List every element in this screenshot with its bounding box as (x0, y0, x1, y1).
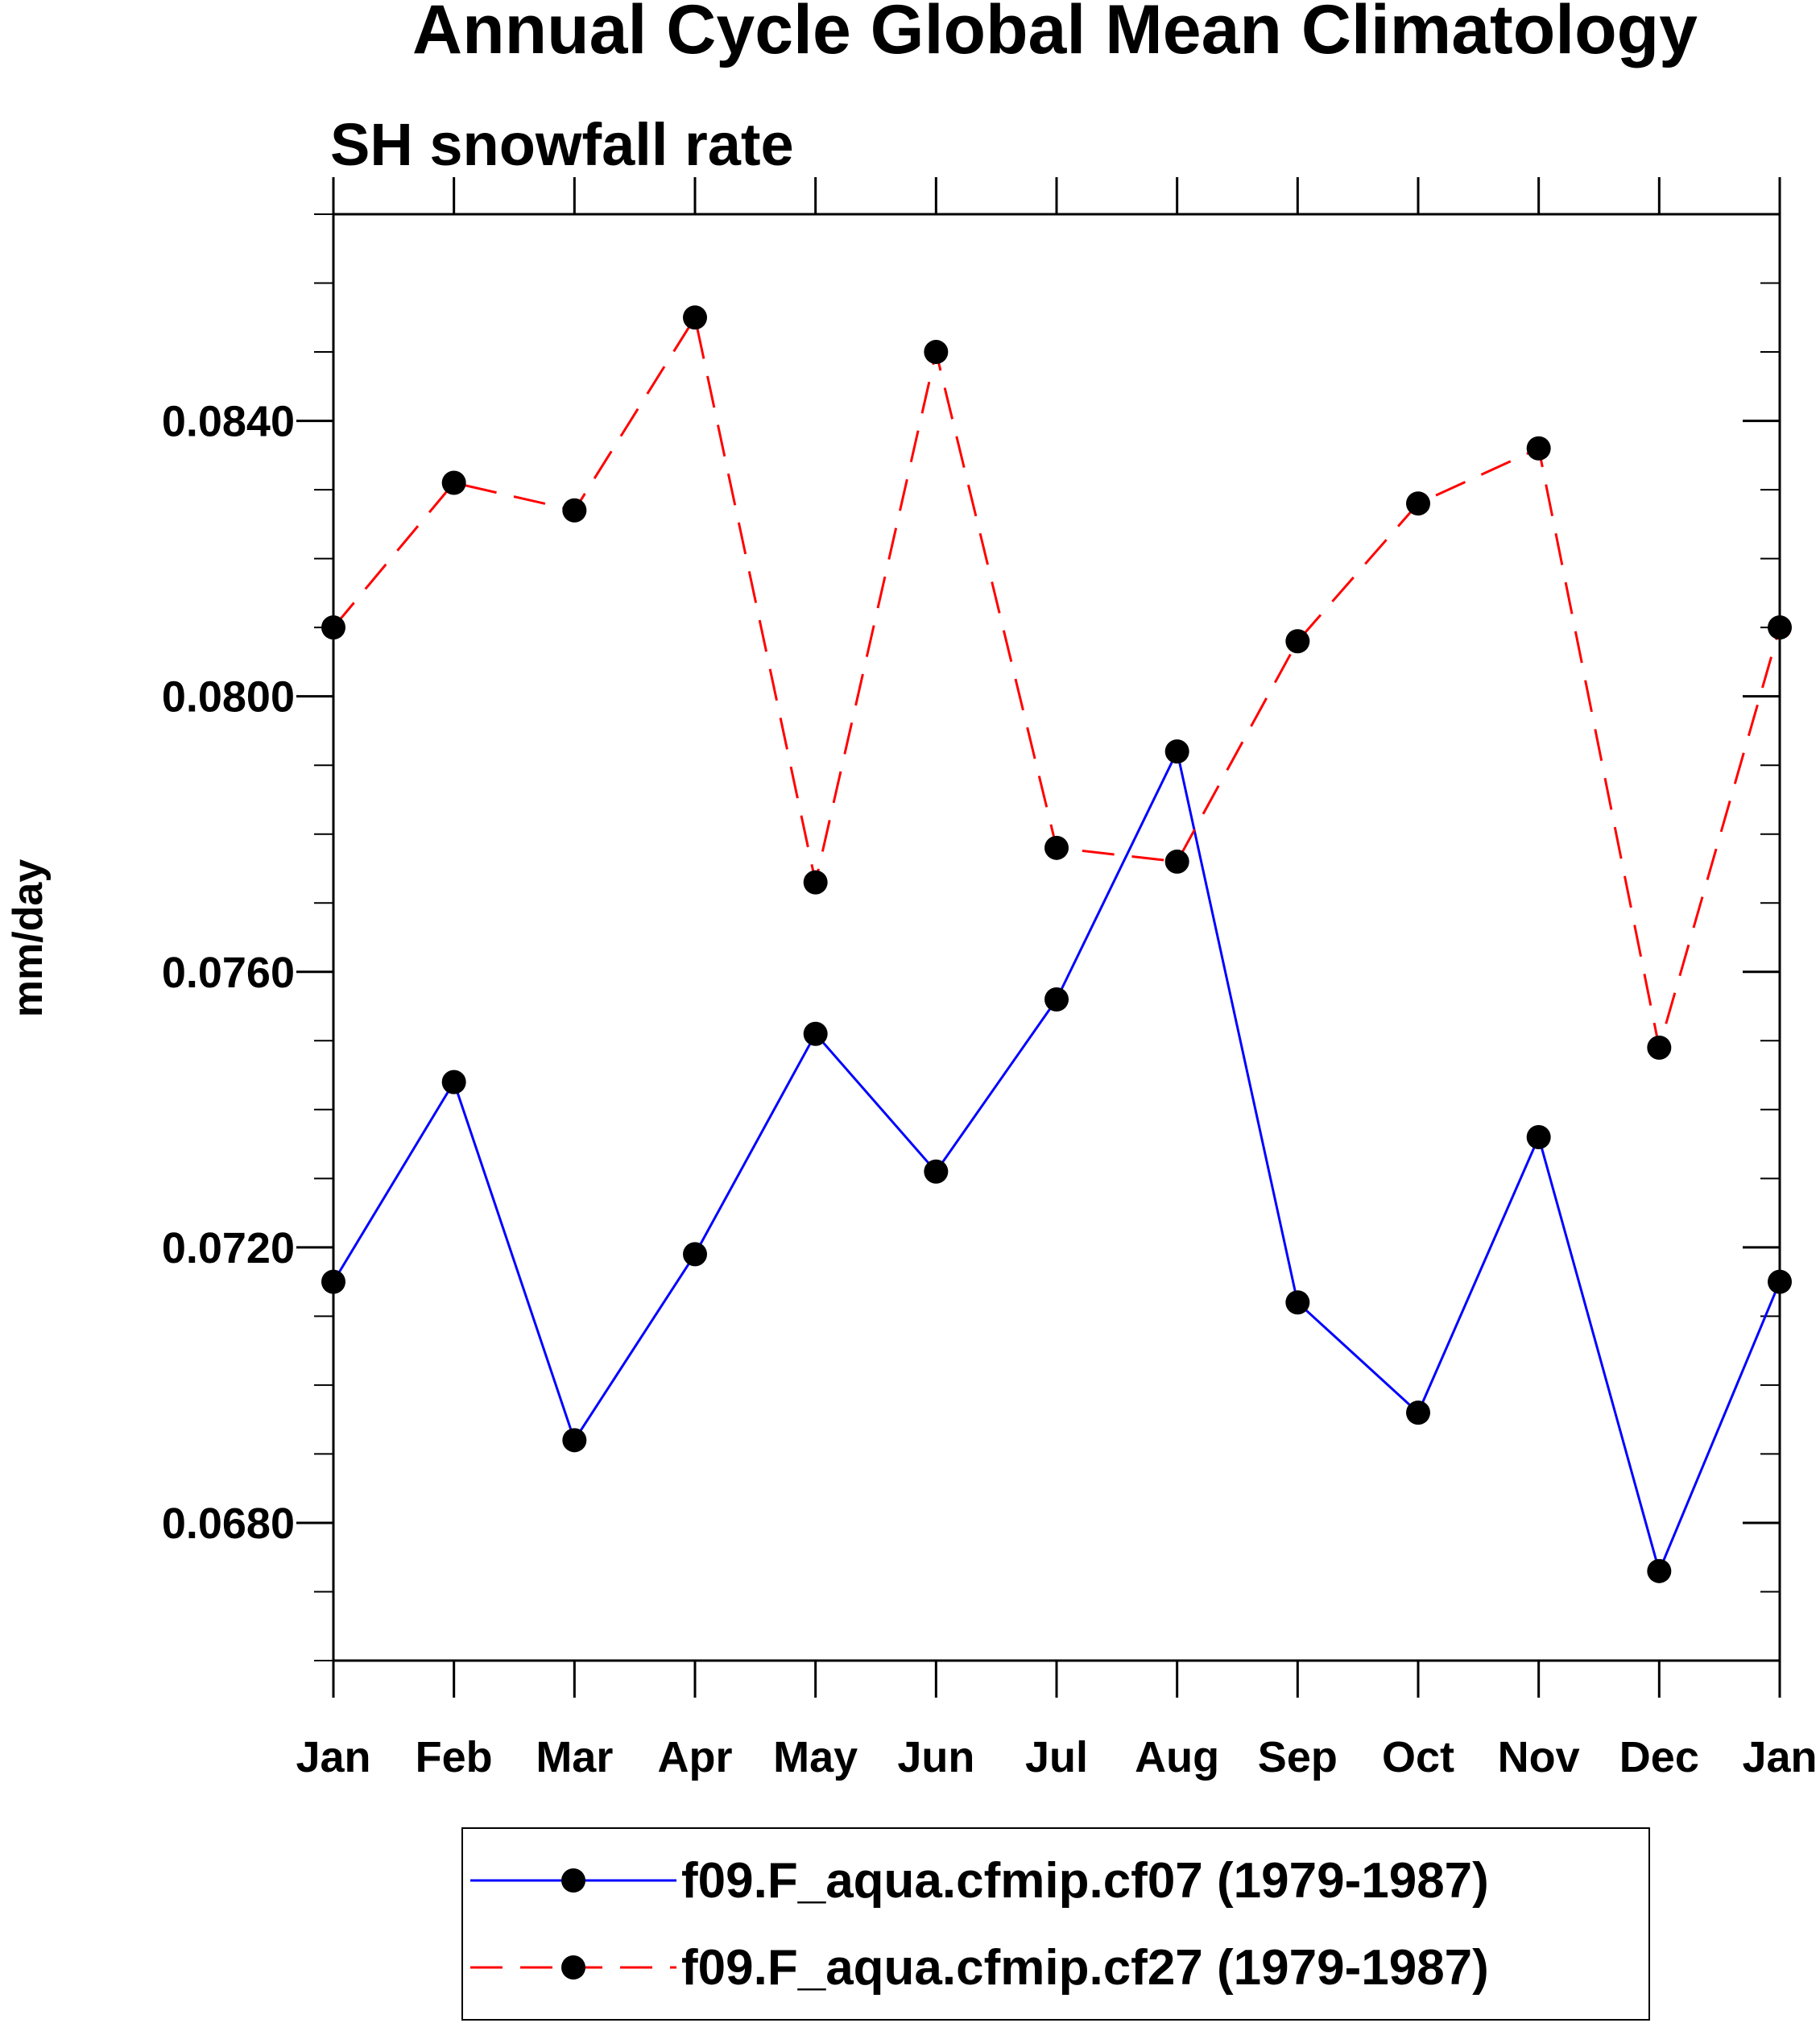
series-line-cf07 (332, 750, 1781, 1573)
data-point-cf27 (683, 305, 707, 330)
legend-label-cf27: f09.F_aqua.cfmip.cf27 (1979-1987) (681, 1940, 1489, 1996)
data-point-cf07 (683, 1242, 707, 1267)
x-tick-label: Oct (1382, 1733, 1454, 1781)
data-point-cf27 (1044, 835, 1069, 860)
data-point-cf27 (1647, 1035, 1672, 1060)
data-point-cf07 (562, 1428, 587, 1453)
legend: f09.F_aqua.cfmip.cf07 (1979-1987) f09.F_… (461, 1827, 1650, 2021)
x-tick-label: May (773, 1733, 858, 1781)
data-point-cf07 (803, 1021, 828, 1046)
chart-subtitle: SH snowfall rate (330, 111, 794, 178)
x-tick-label: Nov (1498, 1733, 1580, 1781)
y-tick-label: 0.0680 (162, 1500, 295, 1548)
data-point-cf07 (1044, 987, 1069, 1012)
y-tick-label: 0.0840 (162, 398, 295, 446)
data-point-cf27 (803, 870, 828, 895)
chart-title: Annual Cycle Global Mean Climatology (412, 0, 1698, 68)
x-tick-label: Sep (1258, 1733, 1338, 1781)
data-point-cf07 (1164, 739, 1189, 764)
y-axis-label: mm/day (5, 859, 52, 1018)
data-point-cf27 (1285, 629, 1310, 654)
legend-label-cf07: f09.F_aqua.cfmip.cf07 (1979-1987) (681, 1853, 1489, 1909)
x-tick-label: Aug (1135, 1733, 1219, 1781)
series-lines (332, 316, 1781, 1573)
x-tick-label: Mar (536, 1733, 613, 1781)
data-point-cf27 (441, 470, 466, 495)
x-tick-label: Feb (416, 1733, 493, 1781)
data-point-cf07 (321, 1269, 345, 1294)
y-tick-labels: 0.0680 0.0720 0.0760 0.0800 0.0840 (162, 398, 295, 1548)
y-tick-label: 0.0760 (162, 949, 295, 997)
data-point-cf27 (562, 498, 587, 523)
series-markers (321, 305, 1792, 1583)
x-tick-label: Jun (897, 1733, 974, 1781)
legend-marker-cf07 (561, 1868, 585, 1893)
x-tick-label: Dec (1619, 1733, 1699, 1781)
legend-marker-cf27 (561, 1955, 585, 1980)
data-point-cf07 (441, 1069, 466, 1094)
y-tick-label: 0.0800 (162, 673, 295, 722)
y-tick-label: 0.0720 (162, 1224, 295, 1272)
x-tick-label: Jan (1742, 1733, 1817, 1781)
data-point-cf07 (1406, 1400, 1430, 1425)
x-tick-labels: Jan Feb Mar Apr May Jun Jul Aug Sep Oct Nov Dec Jan (296, 1733, 1817, 1781)
data-point-cf27 (1768, 615, 1792, 640)
data-point-cf07 (1526, 1125, 1551, 1150)
plot-frame (332, 213, 1781, 1662)
data-point-cf27 (1526, 436, 1551, 461)
x-tick-label: Jul (1025, 1733, 1088, 1781)
data-point-cf27 (1164, 849, 1189, 874)
data-point-cf07 (924, 1159, 949, 1184)
data-point-cf07 (1647, 1558, 1672, 1583)
series-line-cf27 (332, 316, 1781, 1049)
x-tick-label: Apr (658, 1733, 733, 1781)
data-point-cf07 (1768, 1269, 1792, 1294)
data-point-cf27 (321, 615, 345, 640)
data-point-cf07 (1285, 1290, 1310, 1315)
legend-box (461, 1827, 1650, 2021)
x-tick-label: Jan (296, 1733, 370, 1781)
axis-ticks (296, 177, 1781, 1698)
data-point-cf27 (1406, 491, 1430, 516)
data-point-cf27 (924, 340, 949, 365)
